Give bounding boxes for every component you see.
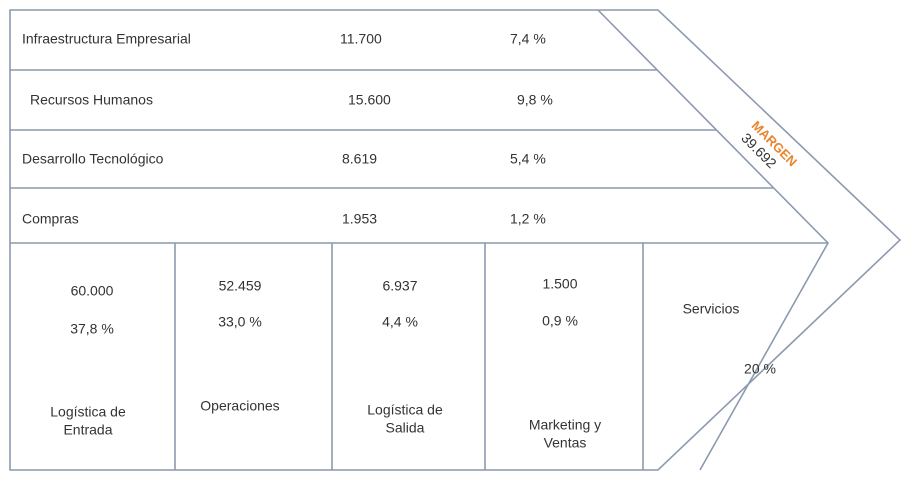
support-percent: 7,4 % [510,31,546,47]
primary-name: Logística de [367,402,443,418]
support-value: 8.619 [342,151,377,167]
services-name: Servicios [683,301,740,317]
primary-name: Salida [386,420,425,436]
primary-value: 60.000 [71,283,114,299]
primary-name: Marketing y [529,417,601,433]
primary-percent: 33,0 % [218,314,262,330]
primary-value: 52.459 [219,278,262,294]
primary-percent: 4,4 % [382,314,418,330]
margin: MARGEN 39.692 [738,118,800,172]
support-value: 15.600 [348,92,391,108]
primary-name: Operaciones [200,398,279,414]
inner-arrow [597,9,829,471]
primary-activities: 60.000 37,8 % Logística de Entrada 52.45… [50,276,776,451]
support-percent: 9,8 % [517,92,553,108]
primary-value: 6.937 [382,278,417,294]
support-value: 11.700 [340,31,382,47]
support-name: Compras [22,211,79,227]
support-name: Infraestructura Empresarial [22,31,191,47]
support-percent: 5,4 % [510,151,546,167]
support-value: 1.953 [342,211,377,227]
primary-name: Entrada [63,422,112,438]
primary-name: Logística de [50,404,126,420]
primary-percent: 0,9 % [542,313,578,329]
primary-percent: 37,8 % [70,321,114,337]
support-name: Desarrollo Tecnológico [22,151,164,167]
primary-value: 1.500 [542,276,577,292]
primary-name: Ventas [544,435,587,451]
services-percent: 20 % [744,361,776,377]
support-name: Recursos Humanos [30,92,153,108]
outer-arrow [9,9,902,471]
support-percent: 1,2 % [510,211,546,227]
